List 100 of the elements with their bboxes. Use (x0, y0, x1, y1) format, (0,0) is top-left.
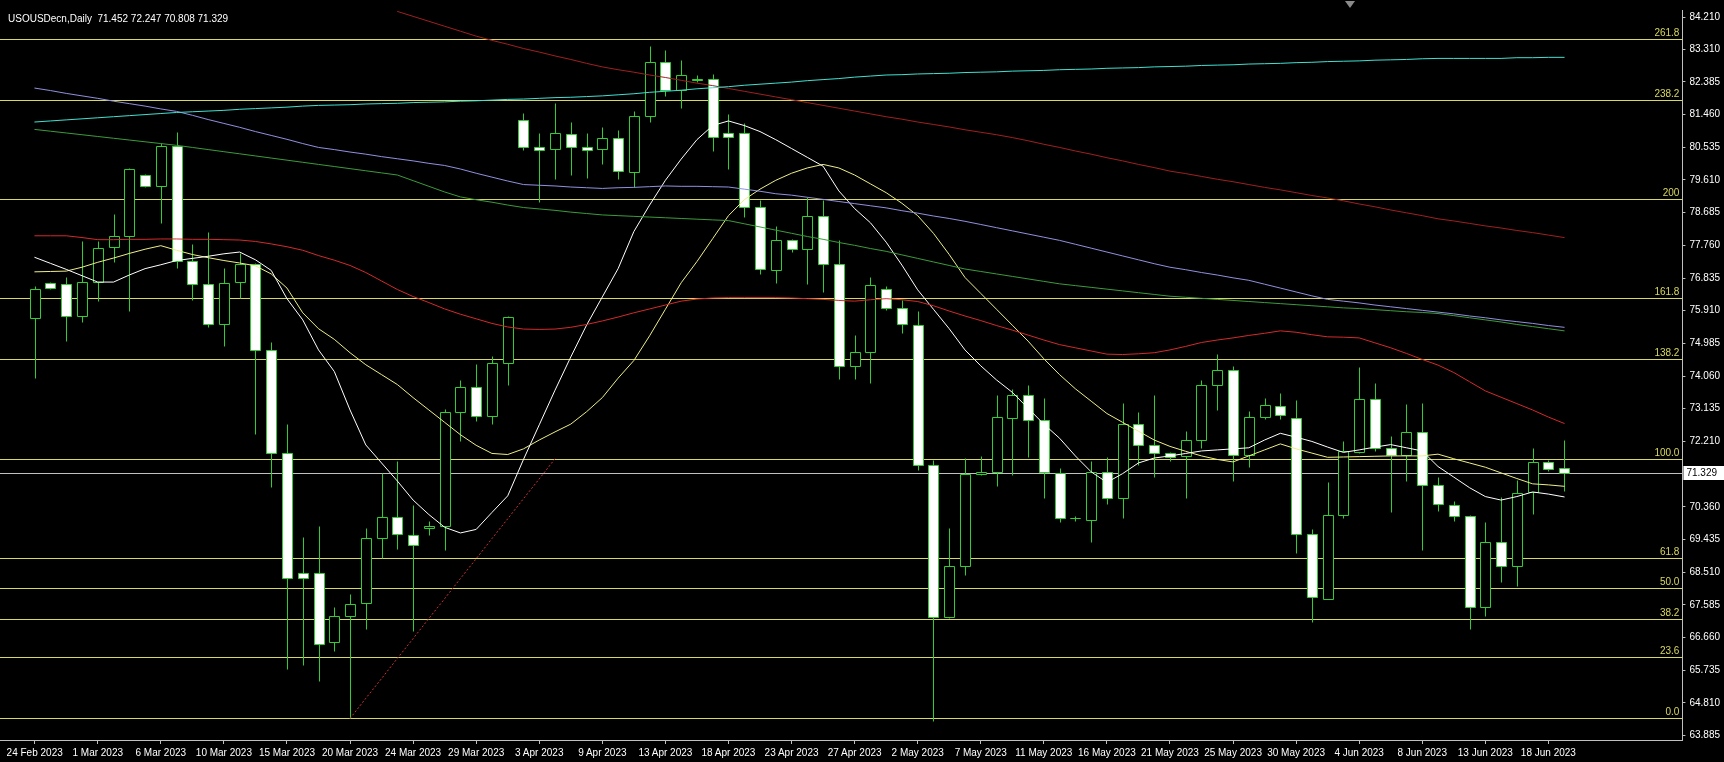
candlestick (534, 133, 545, 203)
candlestick (471, 364, 482, 422)
x-tick-label: 18 Jun 2023 (1520, 746, 1577, 758)
candlestick (660, 50, 671, 97)
candlestick (771, 226, 782, 284)
x-tick-label: 30 May 2023 (1267, 746, 1326, 758)
candlestick (1196, 380, 1207, 449)
y-tick-label: 68.510 (1689, 565, 1721, 577)
candlestick (1212, 354, 1223, 411)
candlestick (1275, 393, 1286, 420)
candlestick (203, 232, 214, 328)
candlestick (487, 356, 498, 425)
line-series (349, 458, 556, 719)
annotation: 0.0 (1665, 705, 1680, 717)
annotation: 138.2 (1654, 346, 1680, 358)
candlestick (992, 395, 1003, 487)
candlestick (692, 75, 703, 83)
chart-title: USOUSDecn,Daily 71.452 72.247 70.808 71.329 (8, 12, 229, 24)
x-tick-label: 24 Mar 2023 (385, 746, 442, 758)
x-tick-label: 16 May 2023 (1077, 746, 1137, 758)
candlestick (61, 277, 72, 342)
candlestick (1118, 403, 1129, 519)
candlestick (1086, 461, 1097, 543)
x-tick-label: 20 Mar 2023 (321, 746, 379, 758)
candlestick (1449, 501, 1460, 522)
candlestick (881, 286, 892, 311)
candlestick (913, 311, 924, 471)
candlestick (408, 505, 419, 632)
x-tick-label: 9 Apr 2023 (578, 746, 627, 758)
candlestick (1370, 383, 1381, 452)
candlestick (787, 239, 798, 253)
candlestick (1528, 448, 1539, 515)
y-tick-label: 83.310 (1689, 42, 1721, 54)
candlestick (1401, 404, 1412, 482)
candlestick (834, 240, 845, 380)
x-tick-label: 18 Apr 2023 (701, 746, 756, 758)
candlestick (1133, 412, 1144, 466)
y-tick-label: 82.385 (1689, 75, 1721, 87)
candlestick (1307, 529, 1318, 623)
y-tick-label: 66.660 (1689, 631, 1721, 643)
y-tick-label: 79.610 (1689, 173, 1721, 185)
candlestick (140, 174, 151, 188)
candlestick (1338, 441, 1349, 519)
candlestick (250, 263, 261, 435)
candlestick (282, 424, 293, 670)
candlestick (124, 168, 135, 312)
annotation: 261.8 (1654, 26, 1680, 38)
x-tick-label: 29 Mar 2023 (448, 746, 505, 758)
annotation: 38.2 (1659, 606, 1680, 618)
x-tick-label: 10 Mar 2023 (195, 746, 253, 758)
candlestick (187, 244, 198, 301)
y-tick-label: 65.735 (1689, 663, 1721, 675)
y-tick-label: 77.760 (1689, 239, 1721, 251)
x-tick-label: 7 May 2023 (954, 746, 1008, 758)
x-tick-label: 23 Apr 2023 (764, 746, 819, 758)
x-tick-label: 27 Apr 2023 (827, 746, 883, 758)
candlestick (345, 594, 356, 719)
x-tick-label: 15 Mar 2023 (258, 746, 316, 758)
candlestick (377, 473, 388, 559)
y-tick-label: 69.435 (1689, 533, 1721, 545)
annotation: 200 (1662, 186, 1680, 198)
y-tick-label: 80.535 (1689, 141, 1721, 153)
candlestick (440, 409, 451, 551)
y-tick-label: 81.460 (1689, 108, 1721, 120)
candlestick (1354, 367, 1365, 454)
candlestick (77, 241, 88, 323)
annotation: 161.8 (1654, 285, 1680, 297)
y-tick-label: 64.810 (1689, 696, 1721, 708)
candlestick (1007, 389, 1018, 476)
x-tick-label: 24 Feb 2023 (6, 746, 64, 758)
candlestick (944, 528, 955, 619)
candlestick (424, 521, 435, 536)
candlestick (1480, 522, 1491, 617)
x-tick-label: 6 Mar 2023 (135, 746, 187, 758)
x-tick-label: 13 Apr 2023 (638, 746, 693, 758)
annotation: 238.2 (1654, 87, 1680, 99)
annotation: 50.0 (1659, 575, 1680, 587)
candlestick (329, 607, 340, 652)
candlestick (582, 133, 593, 179)
candlestick (613, 130, 624, 180)
x-tick-label: 25 May 2023 (1204, 746, 1263, 758)
candlestick (645, 46, 656, 123)
candlestick (361, 528, 372, 630)
candlestick (503, 316, 514, 386)
candlestick (45, 282, 56, 290)
candlestick (1039, 398, 1050, 499)
candlestick (172, 132, 183, 269)
y-tick-label: 84.210 (1689, 11, 1721, 23)
y-tick-label: 63.885 (1689, 729, 1721, 741)
candlestick (818, 200, 829, 293)
candlestick (1102, 457, 1113, 505)
candlestick (314, 526, 325, 682)
candlestick (755, 200, 766, 275)
candlestick (1465, 515, 1476, 630)
y-tick-label: 74.060 (1689, 369, 1721, 381)
y-tick-label: 74.985 (1689, 337, 1721, 349)
candlestick (1543, 460, 1554, 472)
y-tick-label: 67.585 (1689, 598, 1721, 610)
candlestick (1244, 411, 1255, 468)
x-tick-label: 2 May 2023 (891, 746, 945, 758)
